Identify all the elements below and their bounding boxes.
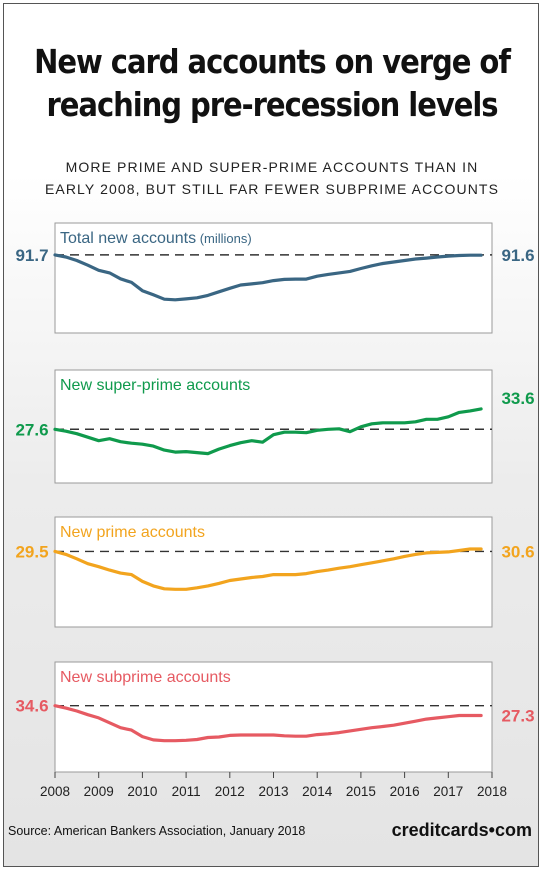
chart-subtitle: MORE PRIME AND SUPER-PRIME ACCOUNTS THAN…: [0, 156, 544, 200]
new-super-prime-accounts-title-text: New super-prime accounts: [60, 377, 250, 394]
new-subprime-accounts-line: [53, 704, 483, 743]
x-tick-label-2013: 2013: [258, 784, 288, 799]
subtitle-line-2: EARLY 2008, BUT STILL FAR FEWER SUBPRIME…: [44, 181, 500, 197]
total-new-accounts-title-text: Total new accounts: [60, 230, 196, 247]
subtitle-line-1: MORE PRIME AND SUPER-PRIME ACCOUNTS THAN…: [65, 159, 479, 175]
new-subprime-accounts-start-label: 34.6: [15, 697, 48, 716]
new-subprime-accounts-title-text: New subprime accounts: [60, 669, 231, 686]
title-line-1: New card accounts on verge of: [34, 42, 511, 81]
new-super-prime-accounts-end-label: 33.6: [501, 389, 534, 408]
x-tick-label-2015: 2015: [346, 784, 376, 799]
new-super-prime-accounts-panel: [54, 369, 493, 484]
x-tick-label-2011: 2011: [172, 784, 201, 799]
source-note: Source: American Bankers Association, Ja…: [8, 824, 306, 838]
new-super-prime-accounts-start-label: 27.6: [15, 420, 48, 439]
total-new-accounts-panel: [54, 222, 493, 334]
total-new-accounts-line: [53, 253, 483, 302]
new-prime-accounts-end-label: 30.6: [501, 542, 534, 561]
title-line-2: reaching pre-recession levels: [46, 85, 499, 124]
new-subprime-accounts-title: New subprime accounts: [60, 669, 231, 686]
total-new-accounts-unit: (millions): [196, 231, 252, 246]
x-tick-label-2014: 2014: [302, 784, 333, 799]
x-tick-label-2018: 2018: [477, 784, 507, 799]
new-prime-accounts-line: [53, 547, 483, 591]
new-subprime-accounts-panel: [54, 661, 493, 773]
new-prime-accounts-start-label: 29.5: [15, 542, 48, 561]
x-tick-label-2016: 2016: [390, 784, 420, 799]
chart-title: New card accounts on verge of reaching p…: [33, 40, 512, 126]
new-super-prime-accounts-title: New super-prime accounts: [60, 377, 250, 394]
total-new-accounts-title: Total new accounts (millions): [60, 230, 252, 247]
new-prime-accounts-title: New prime accounts: [60, 524, 205, 541]
brand-logo: creditcards•com: [391, 820, 532, 840]
x-tick-label-2017: 2017: [433, 784, 463, 799]
new-prime-accounts-title-text: New prime accounts: [60, 524, 205, 541]
new-prime-accounts-panel: [54, 516, 493, 628]
x-tick-label-2009: 2009: [84, 784, 114, 799]
x-tick-label-2010: 2010: [127, 784, 157, 799]
total-new-accounts-end-label: 91.6: [501, 246, 534, 265]
total-new-accounts-start-label: 91.7: [15, 246, 48, 265]
x-tick-label-2012: 2012: [215, 784, 245, 799]
x-tick-label-2008: 2008: [40, 784, 70, 799]
new-subprime-accounts-end-label: 27.3: [501, 706, 534, 725]
new-super-prime-accounts-line: [53, 407, 483, 456]
